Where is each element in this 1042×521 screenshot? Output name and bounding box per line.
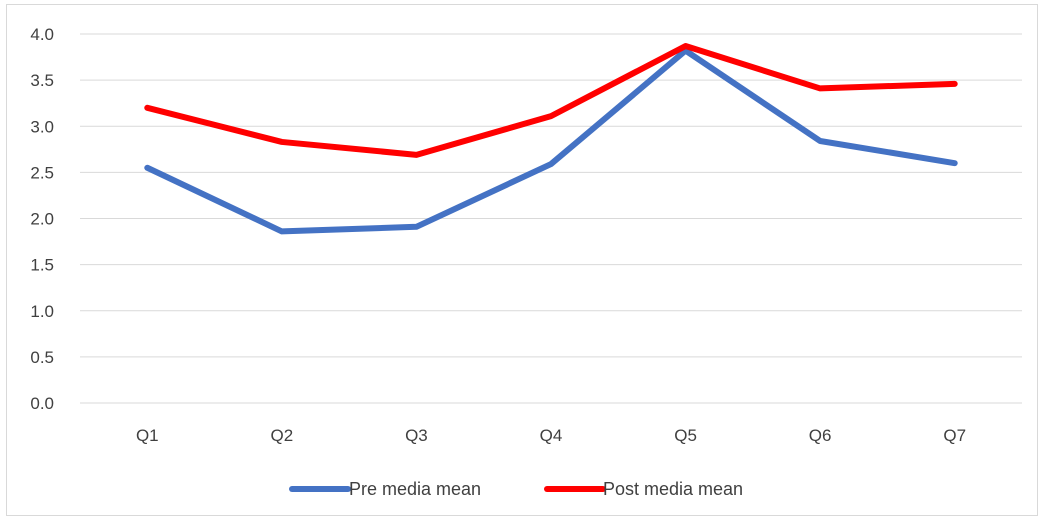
legend-item: Post media mean (544, 479, 743, 499)
series-lines (144, 42, 958, 235)
x-axis-ticks: Q1 Q2 Q3 Q4 Q5 Q6 Q7 (136, 426, 966, 445)
series-line (144, 47, 958, 235)
legend: Pre media mean Post media mean (289, 479, 743, 499)
x-tick-label: Q5 (674, 426, 697, 445)
y-tick-label: 1.5 (30, 256, 54, 275)
legend-item: Pre media mean (289, 479, 481, 499)
x-tick-label: Q6 (809, 426, 832, 445)
legend-label: Post media mean (603, 479, 743, 499)
gridlines (80, 33, 1022, 404)
series-2 (144, 42, 958, 158)
series-line (144, 42, 958, 158)
y-tick-label: 1.0 (30, 302, 54, 321)
y-tick-label: 3.0 (30, 117, 54, 136)
y-axis-ticks: 0.0 0.5 1.0 1.5 2.0 2.5 3.0 3.5 4.0 (30, 25, 54, 413)
x-tick-label: Q2 (271, 426, 294, 445)
series-1 (144, 47, 958, 235)
y-tick-label: 3.5 (30, 71, 54, 90)
x-tick-label: Q3 (405, 426, 428, 445)
y-tick-label: 4.0 (30, 25, 54, 44)
y-tick-label: 2.5 (30, 163, 54, 182)
legend-label: Pre media mean (349, 479, 481, 499)
x-tick-label: Q1 (136, 426, 159, 445)
x-tick-label: Q7 (943, 426, 966, 445)
y-tick-label: 0.5 (30, 348, 54, 367)
x-tick-label: Q4 (540, 426, 563, 445)
y-tick-label: 2.0 (30, 210, 54, 229)
y-tick-label: 0.0 (30, 394, 54, 413)
